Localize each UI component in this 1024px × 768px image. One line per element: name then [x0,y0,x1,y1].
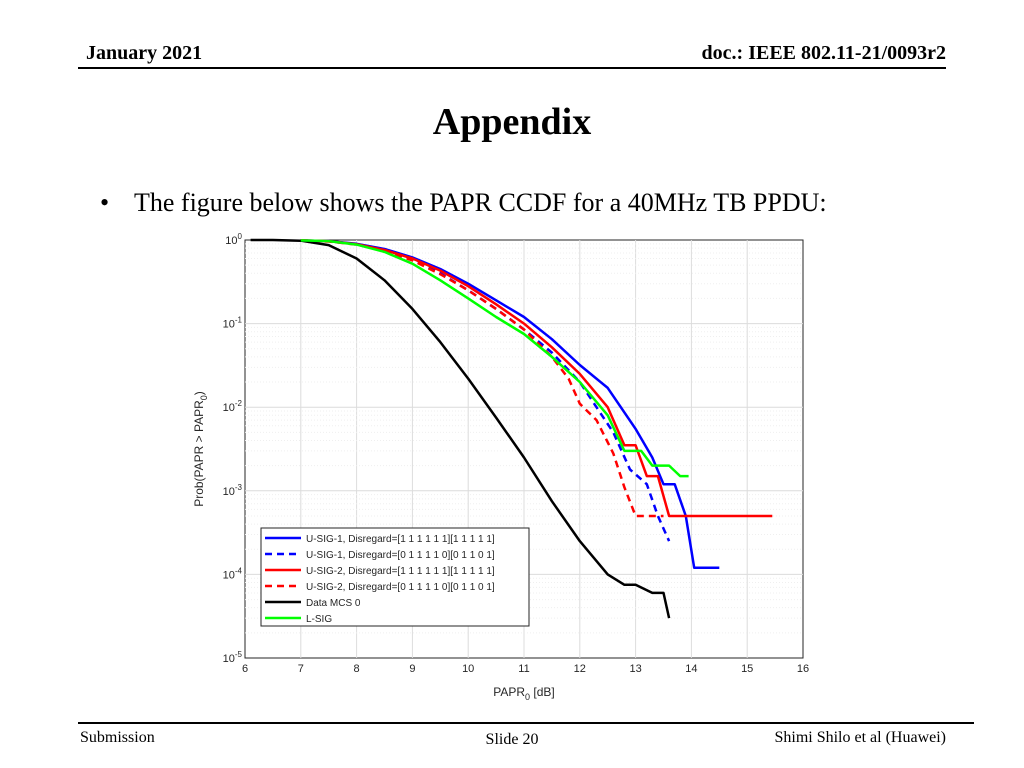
y-tick-label: 10-4 [223,566,243,581]
footer-slide-number: Slide 20 [485,731,539,748]
footer-divider [78,722,974,724]
x-tick-label: 7 [298,663,304,675]
series-line [250,238,671,619]
y-tick-label: 10-3 [223,483,243,498]
y-tick-label: 10-2 [223,399,243,414]
x-tick-label: 9 [409,663,415,675]
y-tick-label: 10-5 [223,650,243,665]
papr-ccdf-chart: 6 7 8 9 10 11 12 13 14 15 16 10010-110-210-310-410… [192,232,809,702]
series-line [300,239,689,478]
bullet-text: The figure below shows the PAPR CCDF for… [134,188,827,217]
header-doc-id: doc.: IEEE 802.11-21/0093r2 [701,42,946,64]
legend-box [260,527,530,627]
series-lines [250,238,773,619]
footer-authors: Shimi Shilo et al (Huawei) [774,729,946,746]
legend-label: U-SIG-1, Disregard=[0 1 1 1 1 0][0 1 1 0… [306,550,495,561]
x-tick-label: 11 [518,663,529,675]
x-tick-label: 8 [354,663,360,675]
x-tick-label: 15 [741,663,753,675]
bullet-marker: • [100,188,110,217]
legend-label: U-SIG-2, Disregard=[1 1 1 1 1 1][1 1 1 1… [306,566,495,577]
bullet-item: • The figure below shows the PAPR CCDF fo… [100,188,827,218]
legend-label: L-SIG [306,614,332,625]
y-tick-labels: 100 10-1 10-2 10-3 10-4 10-5 [223,232,243,665]
y-axis-label: Prob(PAPR > PAPR0) [192,391,209,507]
x-axis-label: PAPR0 [dB] [493,685,555,702]
x-tick-label: 10 [462,663,474,675]
x-tick-label: 14 [685,663,697,675]
slide-title: Appendix [432,101,592,143]
x-tick-label: 12 [574,663,586,675]
x-tick-label: 6 [242,663,248,675]
y-tick-label: 10-1 [223,316,243,331]
legend-label: Data MCS 0 [306,598,361,609]
legend: U-SIG-1, Disregard=[1 1 1 1 1 1][1 1 1 1… [260,527,530,627]
header-divider [78,67,946,69]
footer-submission: Submission [80,729,155,746]
x-tick-labels: 6 7 8 9 10 11 12 13 14 15 16 [242,663,809,675]
header-date: January 2021 [86,42,203,64]
y-tick-label: 100 [225,232,242,247]
x-tick-label: 13 [629,663,641,675]
legend-label: U-SIG-1, Disregard=[1 1 1 1 1 1][1 1 1 1… [306,534,495,545]
legend-label: U-SIG-2, Disregard=[0 1 1 1 1 0][0 1 1 0… [306,582,495,593]
x-tick-label: 16 [797,663,809,675]
